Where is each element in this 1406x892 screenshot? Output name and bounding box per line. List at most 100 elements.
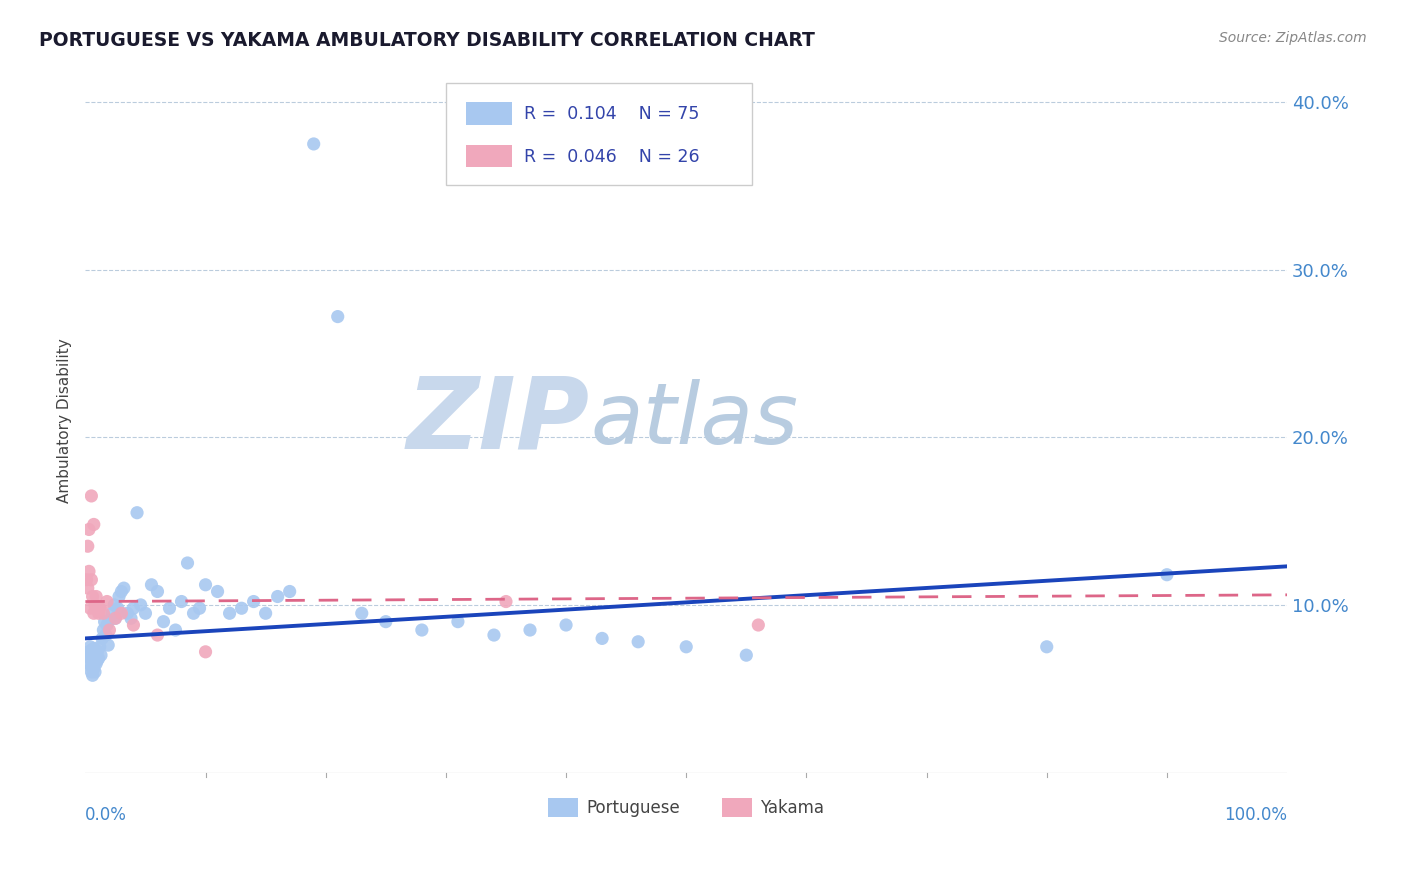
- Point: [152, 615, 174, 629]
- Point: [495, 594, 517, 608]
- Bar: [467, 145, 512, 167]
- Point: [112, 581, 135, 595]
- Point: [89, 601, 111, 615]
- Point: [165, 623, 187, 637]
- Point: [278, 584, 301, 599]
- Point: [141, 578, 163, 592]
- Point: [83, 651, 105, 665]
- Point: [77, 523, 100, 537]
- Point: [93, 607, 115, 621]
- Text: atlas: atlas: [591, 379, 799, 462]
- Point: [350, 607, 373, 621]
- Point: [326, 310, 349, 324]
- Point: [80, 573, 103, 587]
- Point: [107, 601, 129, 615]
- Point: [482, 628, 505, 642]
- Point: [104, 611, 127, 625]
- Point: [129, 598, 152, 612]
- Point: [97, 638, 120, 652]
- Point: [747, 618, 769, 632]
- Point: [93, 615, 115, 629]
- Point: [194, 645, 217, 659]
- Point: [84, 657, 107, 671]
- Point: [84, 590, 107, 604]
- Point: [83, 662, 105, 676]
- Text: 0.0%: 0.0%: [86, 806, 128, 824]
- Point: [87, 607, 110, 621]
- Point: [242, 594, 264, 608]
- Point: [207, 584, 229, 599]
- Point: [555, 618, 578, 632]
- Point: [735, 648, 758, 663]
- Point: [79, 640, 101, 654]
- Point: [76, 581, 98, 595]
- Point: [83, 607, 105, 621]
- Point: [77, 645, 100, 659]
- Point: [89, 640, 111, 654]
- Point: [82, 668, 104, 682]
- Point: [374, 615, 396, 629]
- Text: ZIP: ZIP: [408, 372, 591, 469]
- Point: [104, 611, 127, 625]
- Point: [254, 607, 277, 621]
- Point: [87, 651, 110, 665]
- Point: [84, 665, 107, 679]
- Point: [627, 634, 650, 648]
- Point: [120, 611, 142, 625]
- Point: [80, 489, 103, 503]
- Point: [110, 584, 132, 599]
- Point: [96, 618, 118, 632]
- Point: [94, 628, 117, 642]
- Point: [519, 623, 541, 637]
- Point: [125, 506, 148, 520]
- Point: [76, 573, 98, 587]
- Point: [146, 628, 169, 642]
- Point: [183, 607, 205, 621]
- Point: [1035, 640, 1057, 654]
- Text: R =  0.046    N = 26: R = 0.046 N = 26: [524, 147, 700, 166]
- Point: [82, 657, 104, 671]
- Point: [176, 556, 198, 570]
- Point: [98, 613, 121, 627]
- Point: [98, 623, 121, 637]
- FancyBboxPatch shape: [446, 83, 752, 185]
- Point: [77, 648, 100, 663]
- Text: PORTUGUESE VS YAKAMA AMBULATORY DISABILITY CORRELATION CHART: PORTUGUESE VS YAKAMA AMBULATORY DISABILI…: [39, 31, 815, 50]
- Point: [447, 615, 470, 629]
- Point: [84, 648, 107, 663]
- Point: [77, 565, 100, 579]
- Point: [591, 632, 613, 646]
- Legend: Portuguese, Yakama: Portuguese, Yakama: [541, 791, 831, 824]
- Point: [218, 607, 240, 621]
- Point: [159, 601, 181, 615]
- Point: [76, 657, 98, 671]
- Point: [101, 607, 124, 621]
- Point: [80, 665, 103, 679]
- Bar: [467, 103, 512, 125]
- Point: [86, 653, 108, 667]
- Point: [82, 647, 104, 661]
- Point: [266, 590, 288, 604]
- Point: [170, 594, 193, 608]
- Point: [96, 594, 118, 608]
- Point: [83, 517, 105, 532]
- Point: [1156, 567, 1178, 582]
- Point: [117, 607, 139, 621]
- Point: [80, 660, 103, 674]
- Point: [122, 601, 145, 615]
- Point: [146, 584, 169, 599]
- Point: [84, 598, 107, 612]
- Point: [108, 590, 131, 604]
- Point: [86, 645, 108, 659]
- Point: [82, 590, 104, 604]
- Point: [76, 539, 98, 553]
- Point: [411, 623, 433, 637]
- Point: [84, 643, 107, 657]
- Text: 100.0%: 100.0%: [1225, 806, 1286, 824]
- Point: [188, 601, 211, 615]
- Point: [79, 651, 101, 665]
- Point: [79, 601, 101, 615]
- Point: [675, 640, 697, 654]
- Point: [86, 601, 108, 615]
- Point: [91, 632, 114, 646]
